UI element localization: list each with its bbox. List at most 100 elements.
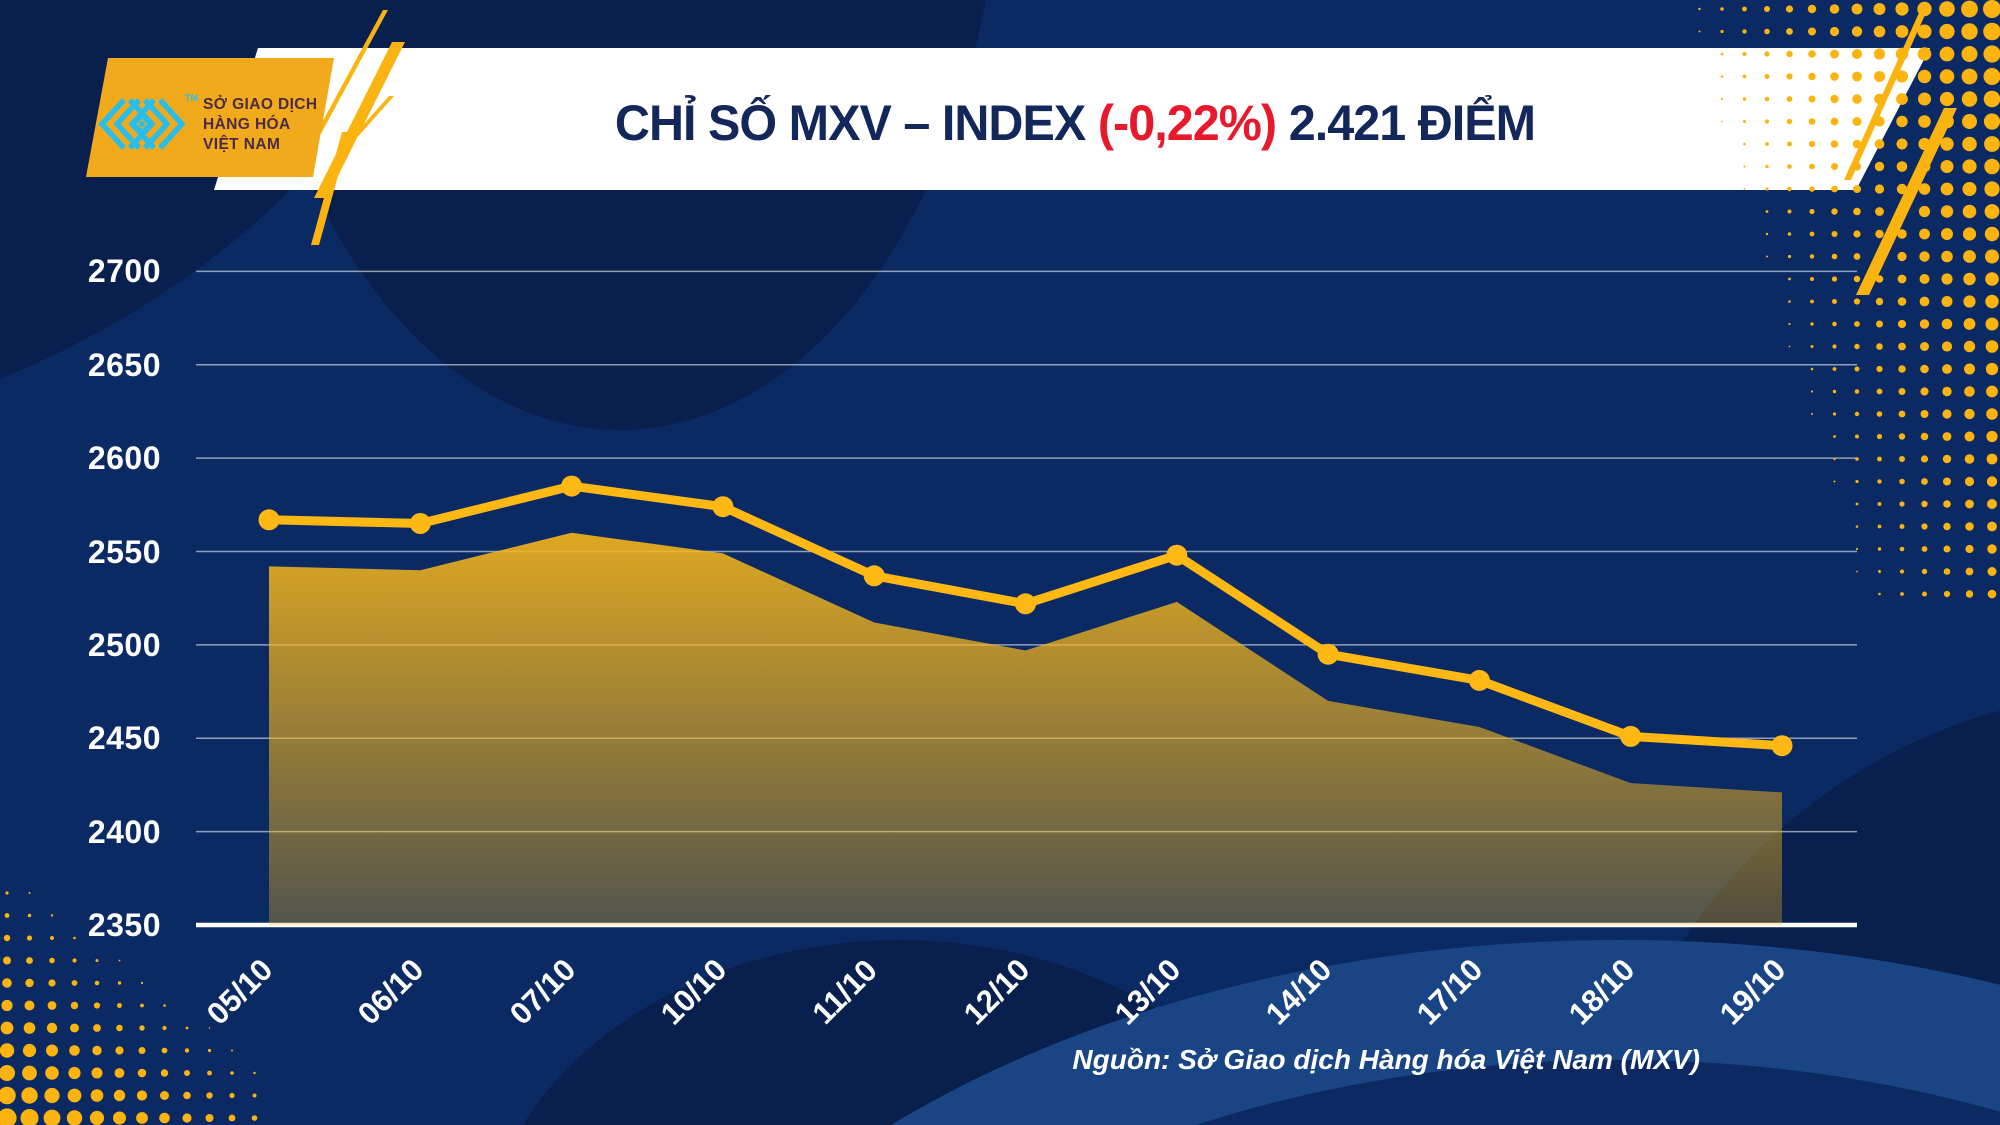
halftone-dot [70, 1023, 79, 1033]
halftone-dot [1961, 0, 1978, 18]
halftone-dot [1855, 547, 1859, 551]
halftone-dot [1939, 91, 1955, 107]
halftone-dot [1765, 210, 1769, 213]
halftone-dot [1985, 340, 1999, 353]
halftone-dot [231, 1049, 233, 1052]
halftone-dot [1852, 94, 1862, 104]
halftone-dot [45, 1066, 59, 1080]
halftone-dot [1786, 28, 1793, 35]
halftone-dot [1873, 25, 1886, 38]
halftone-dot [1897, 319, 1907, 329]
halftone-dot [206, 1092, 213, 1099]
halftone-dot [21, 1087, 38, 1104]
y-axis-label: 2400 [87, 813, 161, 850]
halftone-dot [1832, 344, 1837, 349]
halftone-dot [1920, 342, 1929, 351]
halftone-dot [1742, 74, 1747, 79]
halftone-dot [230, 1071, 234, 1075]
halftone-dot [1943, 568, 1951, 575]
halftone-dot [89, 1110, 105, 1125]
halftone-dot [163, 1004, 166, 1007]
slash-decorations-left [306, 10, 405, 245]
halftone-dot [1918, 92, 1931, 106]
halftone-dot [1742, 52, 1747, 56]
halftone-dot [50, 914, 54, 917]
halftone-dot [1787, 141, 1792, 147]
halftone-dot [140, 1003, 144, 1008]
halftone-dot [1, 999, 13, 1012]
halftone-dot [1984, 181, 2000, 197]
halftone-dot [1965, 544, 1974, 554]
halftone-dot [0, 1021, 14, 1035]
data-point-06/10 [409, 513, 431, 534]
halftone-dot [1720, 29, 1724, 34]
halftone-dot [46, 1022, 58, 1034]
halftone-dot [1943, 590, 1951, 598]
halftone-dot [95, 959, 99, 962]
halftone-dot [24, 1000, 35, 1011]
slash-icon [1856, 108, 1957, 295]
halftone-dot [1985, 362, 1999, 376]
halftone-dot [72, 958, 77, 963]
index-series [258, 475, 1793, 925]
halftone-dot [1877, 547, 1882, 551]
halftone-dot [1830, 140, 1839, 148]
halftone-dot [1900, 592, 1904, 596]
halftone-dot [1897, 251, 1907, 262]
halftone-dot [1965, 590, 1974, 598]
halftone-dot [1765, 164, 1769, 169]
halftone-dot [159, 1112, 170, 1124]
data-point-11/10 [863, 565, 885, 587]
halftone-dot [1720, 7, 1724, 11]
halftone-dot [1851, 3, 1863, 15]
halftone-dot [1917, 24, 1932, 39]
halftone-dot [1983, 0, 2000, 18]
halftone-dot [1962, 227, 1977, 241]
halftone-dot [1854, 321, 1860, 327]
halftone-dot [1875, 275, 1884, 283]
halftone-dot [1742, 29, 1747, 34]
halftone-dot [70, 1001, 79, 1010]
halftone-dot [1764, 28, 1770, 35]
halftone-dot [1742, 97, 1747, 101]
halftone-dot [1853, 298, 1861, 305]
halftone-dot [1852, 49, 1862, 59]
halftone-dot [205, 1114, 214, 1122]
halftone-dot [47, 1001, 57, 1010]
halftone-dot [26, 935, 33, 941]
halftone-dot [1986, 476, 1998, 487]
halftone-dot [1961, 23, 1978, 40]
halftone-dot [1986, 385, 1998, 398]
halftone-dot [1961, 68, 1978, 85]
title-change-percent: (-0,22%) [1097, 95, 1277, 151]
halftone-dot [1876, 411, 1883, 417]
halftone-dot [1832, 389, 1837, 394]
halftone-dot [1962, 159, 1977, 174]
halftone-dot [252, 1093, 257, 1098]
halftone-dot [1918, 183, 1931, 195]
halftone-dot [1855, 502, 1859, 506]
halftone-dot [1962, 136, 1977, 152]
halftone-dot [1961, 46, 1978, 62]
halftone-dot [69, 1045, 80, 1056]
halftone-dot [1917, 47, 1932, 61]
halftone-dot [1743, 120, 1746, 123]
halftone-dot [1766, 255, 1768, 258]
halftone-dot [23, 1022, 36, 1034]
halftone-dot [1920, 455, 1929, 463]
halftone-dot [1897, 274, 1907, 284]
halftone-dot [1964, 476, 1975, 487]
halftone-dot [183, 1091, 191, 1100]
halftone-dot [1965, 567, 1974, 576]
halftone-dot [1810, 367, 1814, 371]
halftone-dot [20, 1109, 39, 1125]
halftone-dot [1877, 479, 1882, 484]
halftone-dot [1875, 297, 1884, 306]
halftone-dot [182, 1113, 192, 1123]
halftone-dot [1921, 500, 1928, 508]
halftone-dot [1831, 163, 1838, 170]
halftone-dot [1919, 274, 1930, 284]
halftone-dot [1852, 117, 1862, 126]
data-point-17/10 [1468, 669, 1490, 691]
halftone-dot [1831, 276, 1838, 282]
